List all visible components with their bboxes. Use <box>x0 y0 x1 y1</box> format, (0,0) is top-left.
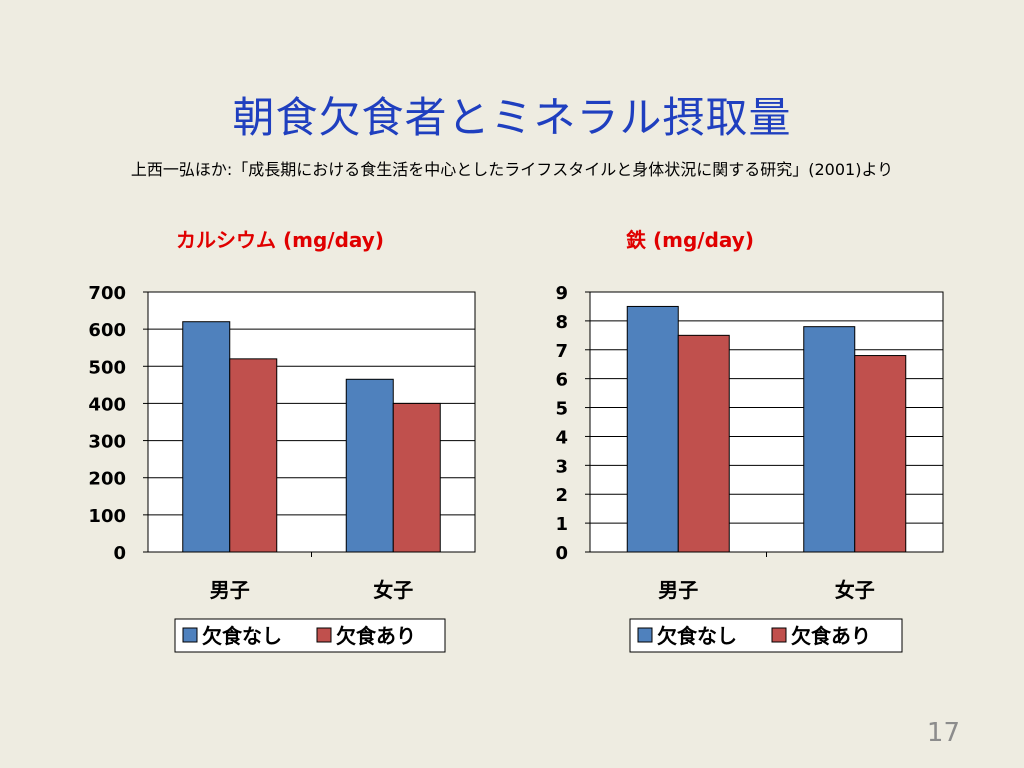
iron-y-tick-label: 7 <box>555 341 568 362</box>
iron-y-tick-label: 5 <box>555 399 568 420</box>
page-number: 17 <box>926 718 960 748</box>
iron-y-tick-label: 0 <box>555 543 568 564</box>
iron-category-label: 女子 <box>835 578 875 602</box>
iron-bar-series1-1 <box>803 326 856 553</box>
calcium-chart-title: カルシウム (mg/day) <box>176 228 384 252</box>
iron-category-label: 男子 <box>658 578 698 602</box>
iron-y-tick-label: 9 <box>555 283 568 304</box>
iron-chart-title: 鉄 (mg/day) <box>626 228 754 252</box>
calcium-bar-series1-0 <box>182 321 231 553</box>
calcium-y-tick-label: 500 <box>88 357 126 378</box>
iron-legend-label: 欠食あり <box>791 624 871 648</box>
source-citation: 上西一弘ほか:「成長期における食生活を中心としたライフスタイルと身体状況に関する… <box>130 160 894 179</box>
iron-legend-label: 欠食なし <box>657 624 737 648</box>
calcium-category-label: 女子 <box>373 578 413 602</box>
calcium-bar-series1-1 <box>345 378 394 553</box>
calcium-y-tick-label: 600 <box>88 320 126 341</box>
calcium-y-tick-label: 700 <box>88 283 126 304</box>
iron-bar-series2-1 <box>854 355 907 553</box>
calcium-legend-swatch <box>316 627 332 643</box>
iron-y-tick-label: 8 <box>555 312 568 333</box>
calcium-legend-label: 欠食なし <box>202 624 282 648</box>
slide-title: 朝食欠食者とミネラル摂取量 <box>232 93 792 142</box>
calcium-y-tick-label: 400 <box>88 394 126 415</box>
iron-bar-series2-0 <box>677 334 730 553</box>
calcium-y-tick-label: 200 <box>88 469 126 490</box>
iron-legend-swatch <box>637 627 653 643</box>
calcium-bar-series2-0 <box>229 358 278 553</box>
calcium-y-tick-label: 300 <box>88 432 126 453</box>
iron-bar-series1-0 <box>626 305 679 553</box>
calcium-y-tick-label: 100 <box>88 506 126 527</box>
iron-y-tick-label: 1 <box>555 514 568 535</box>
iron-y-tick-label: 3 <box>555 456 568 477</box>
iron-y-tick-label: 6 <box>555 370 568 391</box>
calcium-legend-label: 欠食あり <box>336 624 416 648</box>
calcium-bar-series2-1 <box>392 402 441 553</box>
iron-y-tick-label: 4 <box>555 427 568 448</box>
iron-y-tick-label: 2 <box>555 485 568 506</box>
iron-legend <box>629 618 903 653</box>
calcium-legend-swatch <box>182 627 198 643</box>
iron-legend-swatch <box>771 627 787 643</box>
calcium-y-tick-label: 0 <box>113 543 126 564</box>
calcium-category-label: 男子 <box>210 578 250 602</box>
calcium-legend <box>174 618 446 653</box>
